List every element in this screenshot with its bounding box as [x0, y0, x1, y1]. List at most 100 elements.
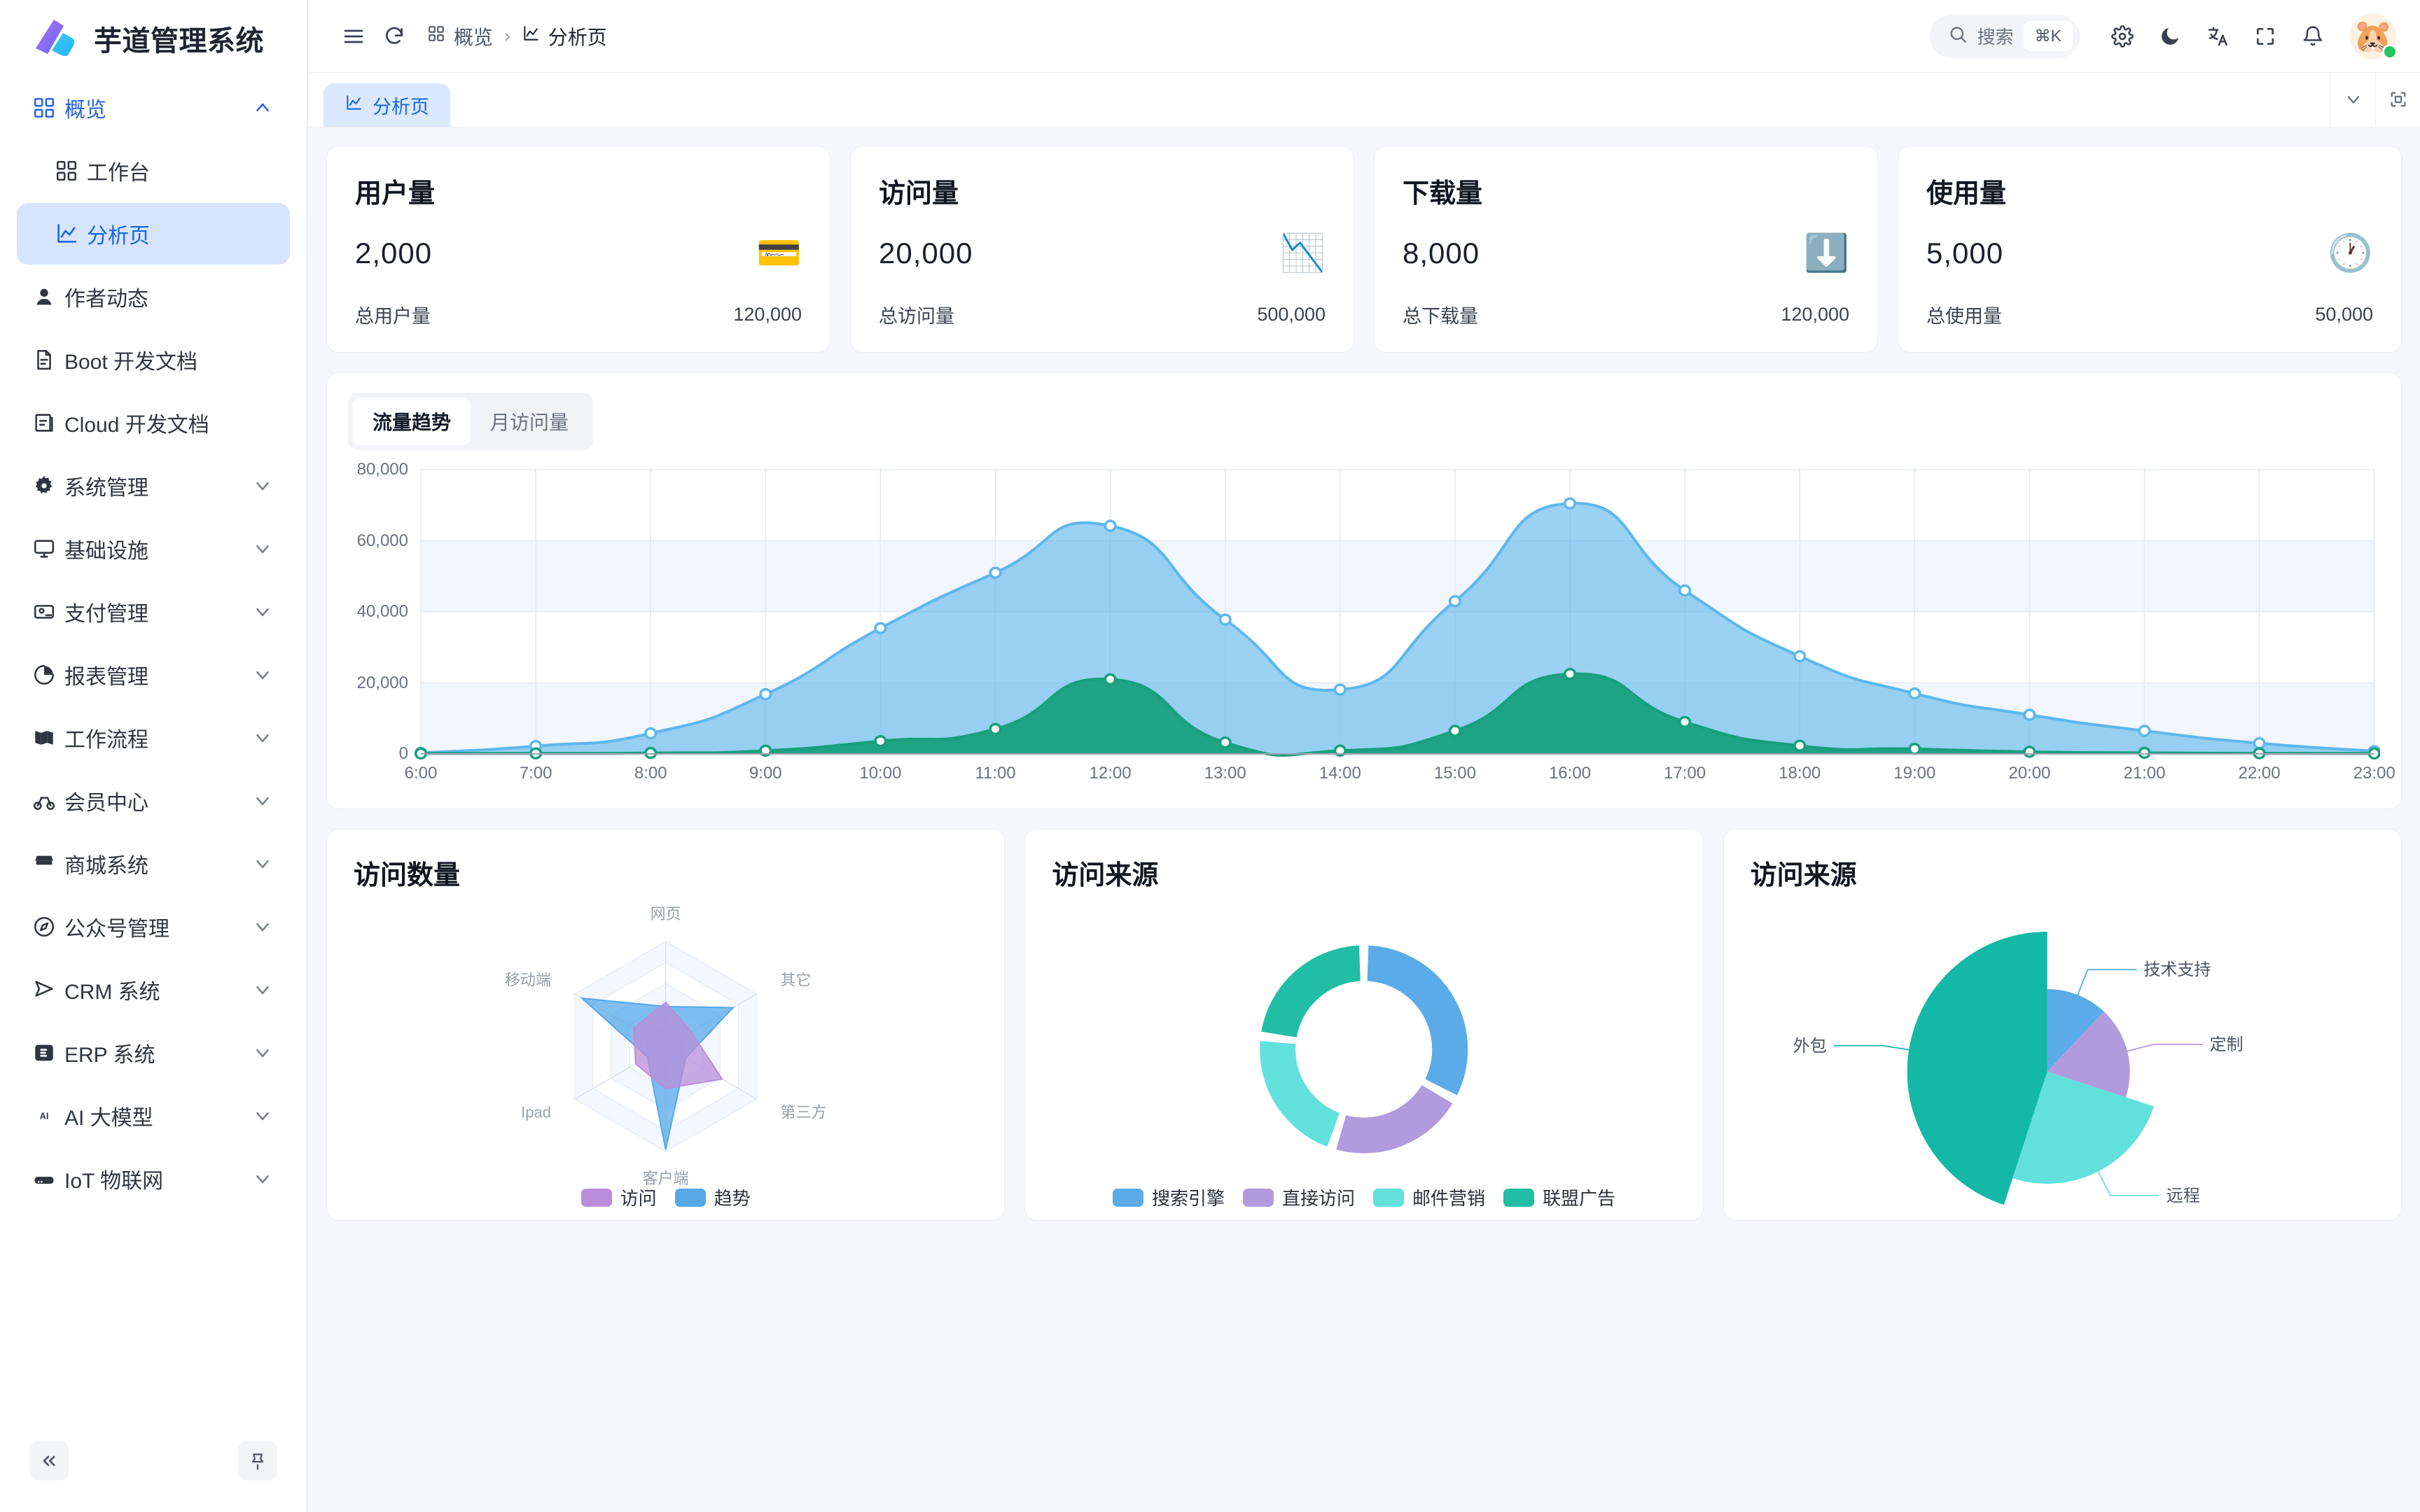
sidebar-item-5[interactable]: Cloud 开发文档 — [17, 392, 290, 454]
sidebar-item-2[interactable]: 分析页 — [17, 203, 290, 265]
sidebar-item-11[interactable]: 会员中心 — [17, 770, 290, 832]
stat-card: 用户量 2,000 💳 总用户量 120,000 — [326, 146, 830, 353]
avatar[interactable]: 🐹 — [2350, 13, 2398, 59]
chevron-down-icon[interactable] — [251, 1041, 274, 1065]
chevron-down-icon[interactable] — [251, 852, 274, 876]
card-title: 访问来源 — [1052, 861, 1159, 890]
legend-item[interactable]: 直接访问 — [1242, 1184, 1355, 1210]
x-tick-label: 7:00 — [519, 764, 552, 783]
gear-icon — [32, 474, 64, 498]
x-tick-label: 10:00 — [859, 764, 902, 783]
settings-icon[interactable] — [2102, 16, 2143, 57]
sidebar-item-12[interactable]: 商城系统 — [17, 833, 290, 895]
dark-mode-icon[interactable] — [2150, 16, 2190, 57]
main-area: 概览 › 分析页 — [308, 0, 2420, 1512]
sidebar-item-16[interactable]: AI AI 大模型 — [17, 1085, 290, 1147]
donut-slice[interactable] — [1334, 1082, 1456, 1156]
language-icon[interactable] — [2197, 16, 2238, 57]
stat-foot-label: 总用户量 — [355, 306, 431, 327]
brand[interactable]: 芋道管理系统 — [0, 0, 307, 73]
legend-item[interactable]: 搜索引擎 — [1112, 1184, 1225, 1210]
chevron-down-icon[interactable] — [251, 915, 274, 939]
sidebar-item-1[interactable]: 工作台 — [17, 140, 290, 202]
donut-slice[interactable] — [1365, 943, 1470, 1098]
sidebar-item-14[interactable]: CRM 系统 — [17, 959, 290, 1021]
sidebar-item-label: 支付管理 — [64, 603, 148, 626]
breadcrumb: 概览 › 分析页 — [427, 22, 607, 50]
legend-item[interactable]: 邮件营销 — [1372, 1184, 1485, 1210]
radar-legend: 访问 趋势 — [327, 1184, 1004, 1210]
notification-icon[interactable] — [2293, 16, 2333, 57]
sidebar-item-label: 商城系统 — [64, 855, 148, 878]
chevron-down-icon[interactable] — [251, 537, 274, 561]
breadcrumb-item-overview[interactable]: 概览 — [427, 22, 493, 50]
chart-icon — [345, 94, 363, 117]
chevron-down-icon[interactable] — [2330, 72, 2375, 127]
legend-item[interactable]: 联盟广告 — [1503, 1184, 1615, 1210]
sidebar-item-8[interactable]: 支付管理 — [17, 581, 290, 643]
legend-item[interactable]: 访问 — [580, 1184, 657, 1210]
sidebar-item-15[interactable]: ERP 系统 — [17, 1022, 290, 1084]
collapse-sidebar-button[interactable] — [29, 1441, 69, 1480]
chevron-down-icon[interactable] — [251, 1104, 274, 1128]
svg-text:Ipad: Ipad — [521, 1104, 551, 1121]
trend-tab-flow[interactable]: 流量趋势 — [353, 398, 471, 445]
traffic-trend-chart: 0 20,000 40,000 60,000 80,000 6:00 7:00 8:00 9:0… — [348, 460, 2395, 796]
donut-slice[interactable] — [1258, 1038, 1342, 1149]
sidebar-item-label: 工作台 — [87, 162, 150, 185]
sidebar-item-13[interactable]: 公众号管理 — [17, 896, 290, 958]
sidebar-item-17[interactable]: IoT 物联网 — [17, 1148, 290, 1210]
refresh-icon[interactable] — [374, 16, 415, 57]
search-shortcut: ⌘K — [2023, 21, 2073, 51]
topbar-actions: 搜索 ⌘K — [1929, 13, 2398, 59]
stat-foot-value: 120,000 — [733, 304, 802, 325]
chevron-down-icon[interactable] — [251, 726, 274, 750]
chevron-down-icon[interactable] — [251, 600, 274, 624]
sidebar-item-9[interactable]: 报表管理 — [17, 644, 290, 706]
chevron-down-icon[interactable] — [251, 474, 274, 498]
sidebar-item-6[interactable]: 系统管理 — [17, 455, 290, 517]
sidebar-item-label: 报表管理 — [64, 666, 148, 689]
shop-icon — [32, 852, 64, 876]
pin-sidebar-button[interactable] — [238, 1441, 277, 1480]
chevron-down-icon[interactable] — [251, 1167, 274, 1191]
svg-text:其它: 其它 — [780, 972, 811, 989]
sidebar-item-label: 基础设施 — [64, 540, 148, 563]
chevron-down-icon[interactable] — [251, 978, 274, 1002]
pie-slice[interactable] — [2047, 989, 2104, 1072]
x-tick-label: 9:00 — [749, 764, 782, 783]
chevron-down-icon[interactable] — [251, 789, 274, 813]
tab-analysis[interactable]: 分析页 — [324, 83, 450, 127]
chevron-up-icon[interactable] — [251, 96, 274, 120]
sidebar-item-label: ERP 系统 — [64, 1044, 155, 1067]
fullscreen-content-icon[interactable] — [2375, 72, 2420, 127]
pie-slice[interactable] — [2012, 1072, 2154, 1184]
sidebar-menu: 概览工作台分析页作者动态 Boot 开发文档 Cloud 开发文档 系统管理基础设施支… — [0, 73, 307, 1431]
send-icon — [32, 978, 64, 1002]
pie-slice[interactable] — [2047, 1011, 2130, 1098]
sidebar-item-3[interactable]: 作者动态 — [17, 266, 290, 328]
stat-title: 使用量 — [1926, 179, 2007, 209]
donut-slice[interactable] — [1259, 943, 1363, 1040]
fullscreen-icon[interactable] — [2245, 16, 2286, 57]
hamburger-icon[interactable] — [333, 16, 374, 57]
svg-text:移动端: 移动端 — [505, 972, 551, 989]
stat-card: 使用量 5,000 🕐 总使用量 50,000 — [1898, 146, 2402, 353]
x-tick-label: 13:00 — [1204, 764, 1246, 783]
sidebar-item-0[interactable]: 概览 — [17, 77, 290, 139]
breadcrumb-item-analysis[interactable]: 分析页 — [522, 22, 607, 50]
sidebar-item-10[interactable]: 工作流程 — [17, 707, 290, 769]
trend-tab-monthly[interactable]: 月访问量 — [490, 412, 569, 433]
search-button[interactable]: 搜索 ⌘K — [1929, 14, 2080, 58]
pie-slice[interactable] — [1907, 932, 2047, 1205]
sidebar-item-label: AI 大模型 — [64, 1107, 153, 1130]
sidebar-item-label: 分析页 — [87, 225, 150, 248]
legend-item[interactable]: 趋势 — [674, 1184, 751, 1210]
sidebar-item-7[interactable]: 基础设施 — [17, 518, 290, 580]
server-icon — [32, 1167, 64, 1191]
sidebar-item-4[interactable]: Boot 开发文档 — [17, 329, 290, 391]
sidebar: 芋道管理系统 概览工作台分析页作者动态 Boot 开发文档 Cloud 开发文档 系统… — [0, 0, 308, 1512]
chevron-down-icon[interactable] — [251, 663, 274, 687]
